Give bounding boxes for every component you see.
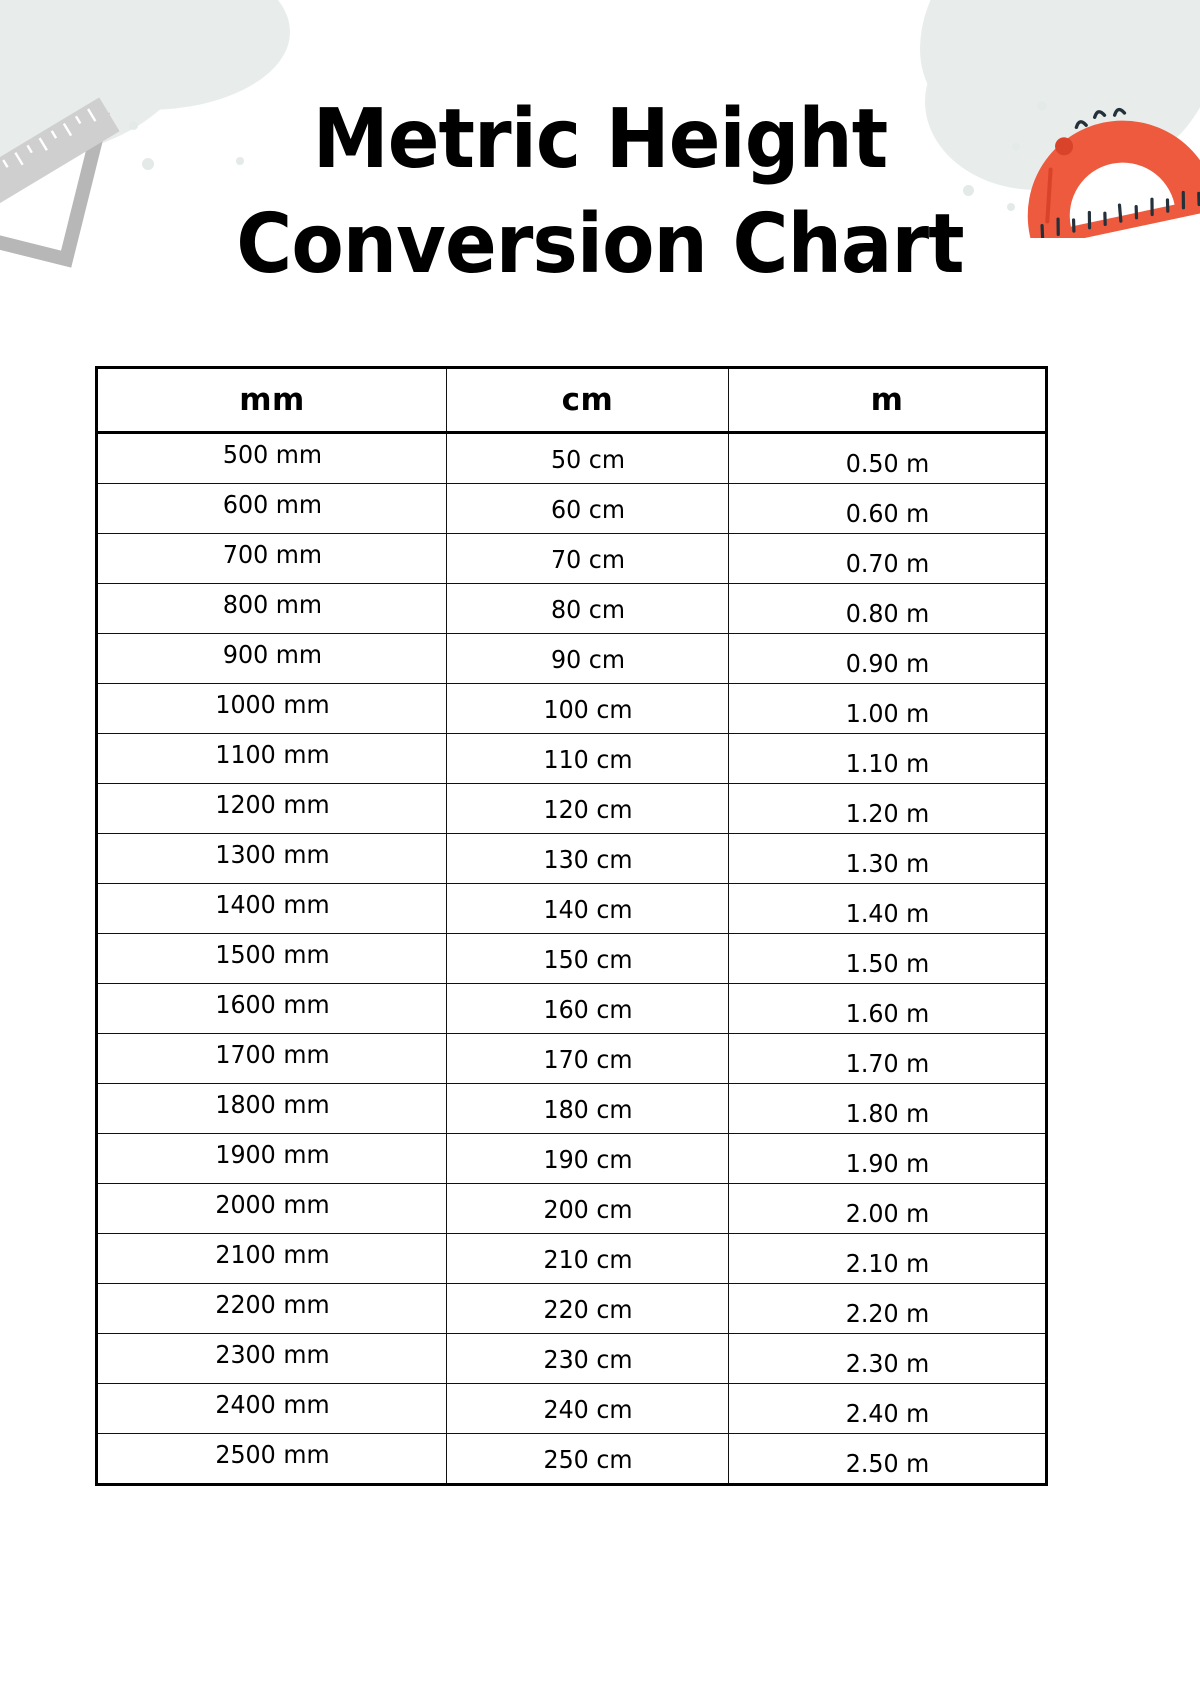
table-row: 800 mm 80 cm 0.80 m [97,583,1047,634]
cell-mm: 1400 mm [103,883,439,934]
page-title-line-2: Conversion Chart [236,196,964,292]
table-row: 1000 mm 100 cm 1.00 m [97,683,1047,734]
table-row: 600 mm 60 cm 0.60 m [97,483,1047,534]
table-header-row: mm cm m [95,366,1048,434]
cell-cm: 190 cm [453,1133,722,1184]
cell-cm: 60 cm [453,483,722,534]
cell-cm: 80 cm [453,583,722,634]
cell-m: 1.80 m [735,1083,1040,1134]
column-header-mm: mm [95,366,447,434]
cell-m: 1.30 m [735,833,1040,884]
cell-mm: 2500 mm [103,1433,439,1486]
cell-cm: 230 cm [453,1333,722,1384]
cell-mm: 1600 mm [103,983,439,1034]
cell-m: 2.30 m [735,1333,1040,1384]
cell-m: 1.50 m [735,933,1040,984]
cell-m: 1.60 m [735,983,1040,1034]
conversion-table-container: mm cm m 500 mm 50 cm 0.50 m 600 mm 60 cm 0.60… [95,366,1048,1486]
column-header-m: m [728,366,1048,434]
table-row: 1500 mm 150 cm 1.50 m [97,933,1047,984]
cell-mm: 600 mm [103,483,439,534]
table-row: 1700 mm 170 cm 1.70 m [97,1033,1047,1084]
cell-mm: 700 mm [103,533,439,584]
cell-cm: 110 cm [453,733,722,784]
cell-mm: 1500 mm [103,933,439,984]
cell-m: 1.20 m [735,783,1040,834]
cell-cm: 220 cm [453,1283,722,1334]
cell-mm: 500 mm [103,432,439,484]
table-row: 2100 mm 210 cm 2.10 m [97,1233,1047,1284]
cell-m: 2.00 m [735,1183,1040,1234]
cell-cm: 150 cm [453,933,722,984]
cell-mm: 2400 mm [103,1383,439,1434]
cell-m: 1.40 m [735,883,1040,934]
cell-cm: 140 cm [453,883,722,934]
cell-mm: 2200 mm [103,1283,439,1334]
page-title-line-1: Metric Height [312,92,888,187]
cell-cm: 70 cm [453,533,722,584]
cell-cm: 240 cm [453,1383,722,1434]
cell-m: 1.70 m [735,1033,1040,1084]
cell-cm: 160 cm [453,983,722,1034]
cell-cm: 120 cm [453,783,722,834]
cell-cm: 250 cm [453,1433,722,1486]
table-row: 1600 mm 160 cm 1.60 m [97,983,1047,1034]
table-row: 2000 mm 200 cm 2.00 m [97,1183,1047,1234]
table-row: 2400 mm 240 cm 2.40 m [97,1383,1047,1434]
cell-mm: 1100 mm [103,733,439,784]
table-row: 1400 mm 140 cm 1.40 m [97,883,1047,934]
cell-mm: 2000 mm [103,1183,439,1234]
cell-mm: 1700 mm [103,1033,439,1084]
cell-cm: 210 cm [453,1233,722,1284]
cell-mm: 900 mm [103,633,439,684]
cell-cm: 100 cm [453,683,722,734]
column-header-cm: cm [446,366,729,434]
table-row: 2200 mm 220 cm 2.20 m [97,1283,1047,1334]
cell-mm: 2100 mm [103,1233,439,1284]
cell-cm: 90 cm [453,633,722,684]
table-header: mm cm m [95,366,1048,434]
cell-m: 1.00 m [735,683,1040,734]
cell-m: 2.20 m [735,1283,1040,1334]
cell-m: 1.90 m [735,1133,1040,1184]
cell-m: 0.70 m [735,533,1040,584]
table-row: 1800 mm 180 cm 1.80 m [97,1083,1047,1134]
table-row: 1100 mm 110 cm 1.10 m [97,733,1047,784]
table-row: 1900 mm 190 cm 1.90 m [97,1133,1047,1184]
table-row: 2500 mm 250 cm 2.50 m [97,1433,1047,1486]
cell-mm: 1900 mm [103,1133,439,1184]
table-row: 1300 mm 130 cm 1.30 m [97,833,1047,884]
cell-m: 2.40 m [735,1383,1040,1434]
table-row: 900 mm 90 cm 0.90 m [97,633,1047,684]
table-body: 500 mm 50 cm 0.50 m 600 mm 60 cm 0.60 m 700 mm… [97,432,1047,1486]
cell-m: 2.50 m [735,1433,1040,1486]
page-title: Metric Height Conversion Chart [42,88,1158,298]
cell-mm: 2300 mm [103,1333,439,1384]
table-row: 500 mm 50 cm 0.50 m [97,432,1047,484]
cell-mm: 800 mm [103,583,439,634]
cell-m: 0.80 m [735,583,1040,634]
cell-m: 0.50 m [735,432,1040,484]
metric-height-conversion-table: mm cm m 500 mm 50 cm 0.50 m 600 mm 60 cm 0.60… [95,366,1048,1486]
cell-mm: 1200 mm [103,783,439,834]
cell-m: 1.10 m [735,733,1040,784]
cell-mm: 1300 mm [103,833,439,884]
table-row: 2300 mm 230 cm 2.30 m [97,1333,1047,1384]
table-row: 1200 mm 120 cm 1.20 m [97,783,1047,834]
cell-cm: 200 cm [453,1183,722,1234]
cell-m: 0.90 m [735,633,1040,684]
cell-cm: 130 cm [453,833,722,884]
cell-mm: 1000 mm [103,683,439,734]
cell-m: 0.60 m [735,483,1040,534]
cell-cm: 180 cm [453,1083,722,1134]
cell-mm: 1800 mm [103,1083,439,1134]
table-row: 700 mm 70 cm 0.70 m [97,533,1047,584]
cell-cm: 170 cm [453,1033,722,1084]
cell-m: 2.10 m [735,1233,1040,1284]
cell-cm: 50 cm [453,432,722,484]
